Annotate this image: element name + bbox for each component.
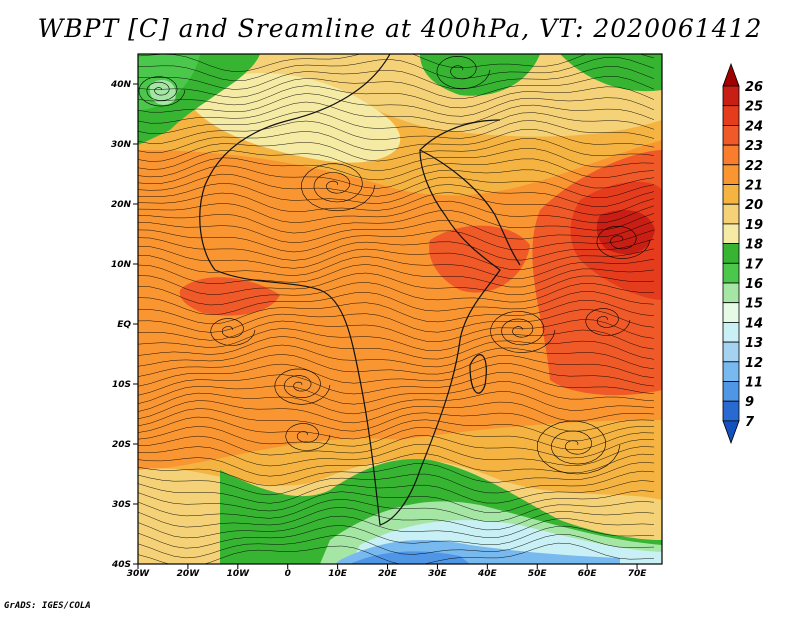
- lon-tick-label: 50E: [528, 569, 548, 579]
- colorbar-segment: [722, 144, 740, 166]
- colorbar-label: 14: [745, 316, 763, 331]
- coastlines: [199, 54, 521, 526]
- lon-tick-label: 60E: [578, 569, 598, 579]
- colorbar-label: 11: [745, 376, 763, 391]
- colorbar-segment: [722, 105, 740, 126]
- colorbar-segment: [722, 282, 740, 304]
- colorbar-label: 21: [745, 179, 763, 194]
- colorbar-label: 12: [745, 356, 763, 371]
- lon-tick-label: 20E: [378, 569, 398, 579]
- colorbar-label: 18: [745, 238, 763, 253]
- lon-tick-label: 20W: [177, 569, 201, 579]
- colorbar-segment: [722, 400, 740, 422]
- colorbar-segment: [722, 361, 740, 382]
- colorbar-legend: 26 25 24 23 22 21 20 19 18 17 16 15 14 13 12 11 9 7: [722, 62, 764, 445]
- colorbar-segment: [722, 381, 740, 402]
- colorbar-label: 25: [745, 100, 763, 115]
- colorbar-label: 24: [745, 119, 763, 134]
- lat-tick-label: 20N: [111, 200, 132, 210]
- page-title: WBPT [C] and Sreamline at 400hPa, VT: 20…: [37, 14, 763, 43]
- colorbar-segment: [722, 302, 740, 323]
- colorbar-segment: [722, 164, 740, 185]
- colorbar-label: 15: [745, 297, 763, 312]
- latitude-axis: 40N 30N 20N 10N EQ 10S 20S 30S 40S: [110, 80, 138, 570]
- colorbar-segment: [722, 321, 740, 343]
- lon-tick-label: 10W: [227, 569, 251, 579]
- colorbar-segment: [722, 184, 740, 205]
- colorbar-label: 9: [745, 395, 754, 410]
- lon-tick-label: 0: [285, 569, 291, 579]
- lat-tick-label: 10N: [111, 260, 132, 270]
- longitude-axis: 30W 20W 10W 0 10E 20E 30E 40E 50E 60E 70E: [127, 564, 647, 579]
- colorbar-bottom-arrow: [722, 420, 740, 445]
- lat-tick-label: EQ: [117, 320, 131, 330]
- colorbar-label: 22: [745, 159, 763, 174]
- lon-tick-label: 10E: [328, 569, 348, 579]
- colorbar-segment: [722, 85, 740, 107]
- temperature-field: [138, 54, 662, 564]
- colorbar-label: 20: [745, 198, 763, 213]
- colorbar-segment: [722, 243, 740, 264]
- lat-tick-label: 20S: [112, 440, 131, 450]
- colorbar-segment: [722, 203, 740, 225]
- colorbar-segment: [722, 223, 740, 244]
- lat-tick-label: 30S: [112, 500, 131, 510]
- colorbar-segment: [722, 125, 740, 146]
- lon-tick-label: 70E: [628, 569, 648, 579]
- streamlines: [138, 54, 655, 564]
- colorbar-label: 13: [745, 336, 763, 351]
- lat-tick-label: 10S: [112, 380, 131, 390]
- colorbar-label: 16: [745, 277, 763, 292]
- lon-tick-label: 40E: [477, 569, 498, 579]
- lat-tick-label: 40S: [111, 560, 131, 570]
- colorbar-segment: [722, 262, 740, 284]
- credit-label: GrADS: IGES/COLA: [4, 601, 91, 611]
- colorbar-label: 19: [745, 218, 763, 233]
- colorbar-label: 7: [745, 415, 755, 430]
- lon-tick-label: 30W: [127, 569, 151, 579]
- colorbar-segment: [722, 341, 740, 363]
- colorbar-top-arrow: [722, 62, 740, 87]
- map-frame: [137, 53, 663, 565]
- colorbar-label: 17: [745, 257, 764, 272]
- lat-tick-label: 30N: [111, 140, 132, 150]
- lat-tick-label: 40N: [110, 80, 132, 90]
- lon-tick-label: 30E: [428, 569, 448, 579]
- colorbar-label: 26: [745, 80, 763, 95]
- colorbar-label: 23: [745, 139, 763, 154]
